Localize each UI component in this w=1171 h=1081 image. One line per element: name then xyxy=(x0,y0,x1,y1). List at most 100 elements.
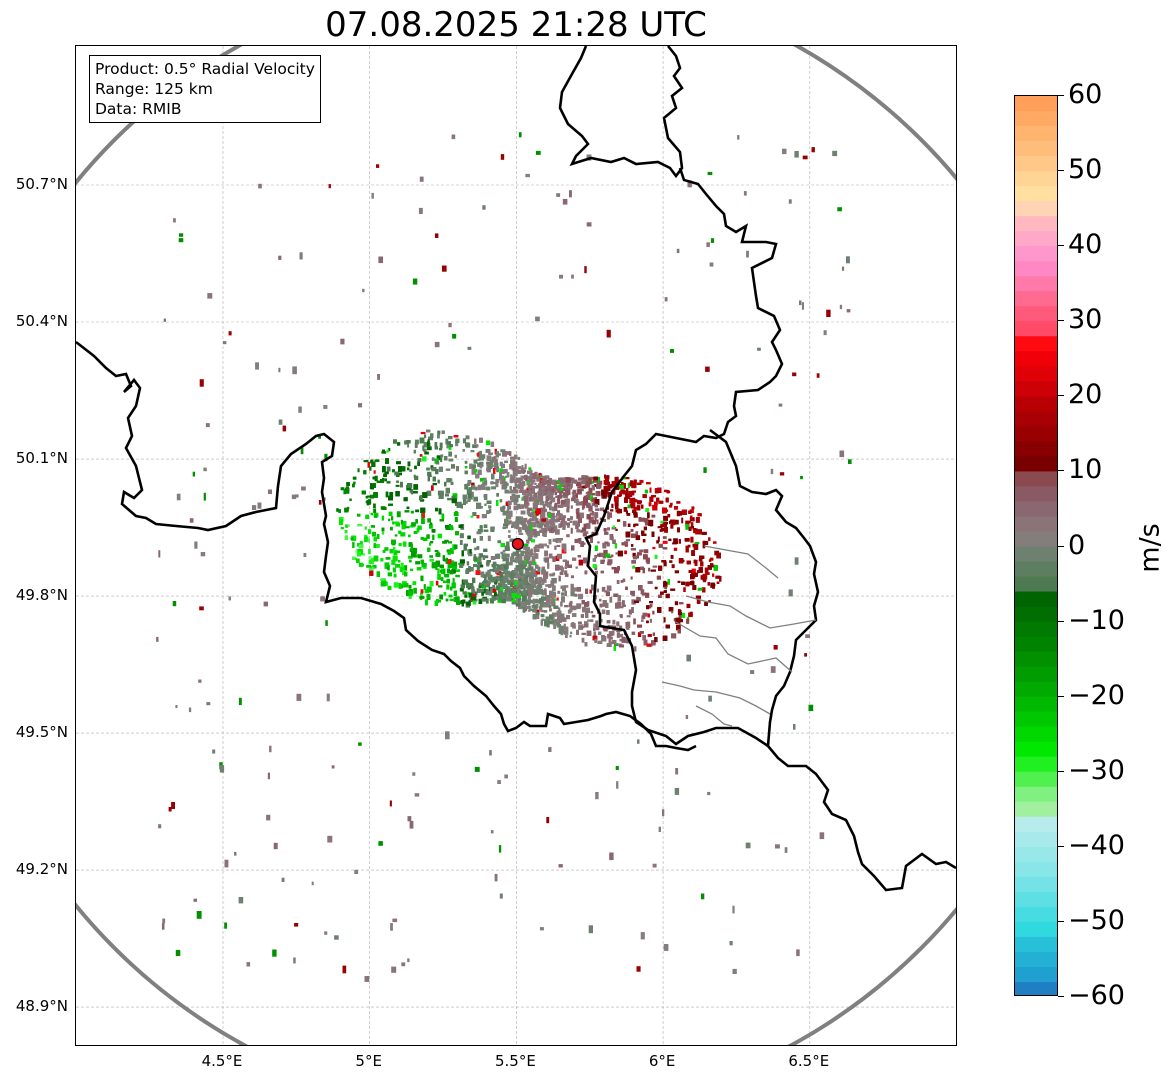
echo-pixel xyxy=(569,635,572,638)
echo-pixel xyxy=(502,468,508,474)
echo-pixel xyxy=(437,479,440,484)
echo-pixel xyxy=(426,467,430,471)
echo-pixel xyxy=(509,538,515,542)
echo-pixel xyxy=(501,583,505,587)
echo-pixel xyxy=(689,611,693,617)
echo-pixel xyxy=(602,495,607,499)
echo-pixel xyxy=(558,619,562,623)
echo-pixel xyxy=(462,563,465,566)
echo-pixel xyxy=(541,491,546,494)
echo-pixel xyxy=(545,595,551,601)
echo-pixel xyxy=(495,478,500,483)
echo-pixel xyxy=(506,472,510,478)
echo-pixel xyxy=(414,465,417,470)
echo-pixel xyxy=(698,559,703,562)
echo-pixel xyxy=(511,596,516,602)
echo-pixel xyxy=(595,570,598,575)
echo-pixel xyxy=(370,525,375,528)
echo-pixel xyxy=(557,510,561,515)
echo-pixel xyxy=(430,433,434,438)
echo-pixel xyxy=(599,603,603,608)
echo-pixel xyxy=(389,492,393,497)
echo-pixel xyxy=(373,536,377,542)
echo-pixel xyxy=(495,578,501,581)
echo-pixel xyxy=(520,566,526,570)
echo-pixel xyxy=(512,495,518,499)
echo-pixel xyxy=(616,632,620,638)
echo-pixel xyxy=(577,508,580,513)
echo-pixel xyxy=(562,597,565,603)
echo-pixel xyxy=(438,493,444,499)
echo-pixel xyxy=(536,508,541,515)
echo-pixel xyxy=(551,506,555,512)
echo-pixel xyxy=(499,578,505,583)
echo-pixel xyxy=(518,532,524,535)
echo-pixel xyxy=(419,499,425,502)
echo-pixel xyxy=(572,495,575,501)
echo-pixel xyxy=(486,455,492,462)
echo-pixel xyxy=(606,620,611,624)
echo-pixel xyxy=(455,569,460,572)
echo-pixel xyxy=(543,505,546,509)
echo-pixel xyxy=(487,462,492,465)
echo-pixel xyxy=(632,490,636,493)
echo-pixel xyxy=(493,468,496,474)
echo-pixel xyxy=(371,461,376,467)
echo-pixel xyxy=(534,589,538,594)
echo-pixel xyxy=(580,614,584,618)
echo-pixel xyxy=(517,527,522,533)
echo-pixel xyxy=(558,517,562,520)
echo-pixel xyxy=(657,536,660,542)
echo-pixel xyxy=(440,454,444,458)
echo-pixel xyxy=(652,504,658,511)
echo-pixel xyxy=(384,478,387,482)
echo-pixel xyxy=(587,491,593,497)
echo-pixel xyxy=(538,576,543,583)
echo-pixel xyxy=(501,553,507,559)
echo-pixel xyxy=(528,572,534,576)
echo-pixel xyxy=(374,514,378,518)
echo-pixel xyxy=(398,530,402,534)
radar-map[interactable] xyxy=(75,45,957,1046)
echo-pixel xyxy=(495,585,500,588)
echo-pixel xyxy=(552,556,556,562)
echo-pixel xyxy=(483,480,488,486)
echo-pixel xyxy=(477,462,481,467)
echo-pixel xyxy=(511,521,515,525)
echo-pixel xyxy=(528,609,531,612)
echo-pixel xyxy=(583,531,589,534)
echo-pixel xyxy=(625,510,628,514)
echo-pixel xyxy=(521,592,525,597)
echo-pixel xyxy=(583,477,589,481)
echo-pixel xyxy=(526,586,531,592)
echo-pixel xyxy=(477,470,480,475)
echo-pixel xyxy=(445,438,449,445)
echo-pixel xyxy=(637,624,642,628)
echo-pixel xyxy=(518,560,522,565)
echo-pixel xyxy=(650,569,656,572)
echo-pixel xyxy=(564,502,569,507)
echo-pixel xyxy=(526,539,530,544)
echo-pixel xyxy=(384,471,389,475)
echo-pixel xyxy=(511,524,516,528)
echo-pixel xyxy=(572,557,577,561)
echo-pixel xyxy=(514,497,519,503)
echo-pixel xyxy=(553,525,558,531)
echo-pixel xyxy=(508,530,511,533)
echo-pixel xyxy=(401,466,406,472)
echo-pixel xyxy=(569,606,573,612)
echo-pixel xyxy=(617,550,623,557)
echo-pixel xyxy=(449,560,454,564)
echo-pixel xyxy=(675,519,679,525)
echo-pixel xyxy=(486,467,490,472)
echo-pixel xyxy=(582,485,587,488)
echo-pixel xyxy=(381,515,384,521)
echo-pixel xyxy=(514,482,518,487)
echo-pixel xyxy=(419,495,424,498)
echo-pixel xyxy=(426,594,431,600)
echo-pixel xyxy=(531,485,535,491)
echo-pixel xyxy=(632,552,636,558)
echo-pixel xyxy=(576,512,580,518)
echo-pixel xyxy=(660,520,664,524)
echo-pixel xyxy=(497,598,502,603)
